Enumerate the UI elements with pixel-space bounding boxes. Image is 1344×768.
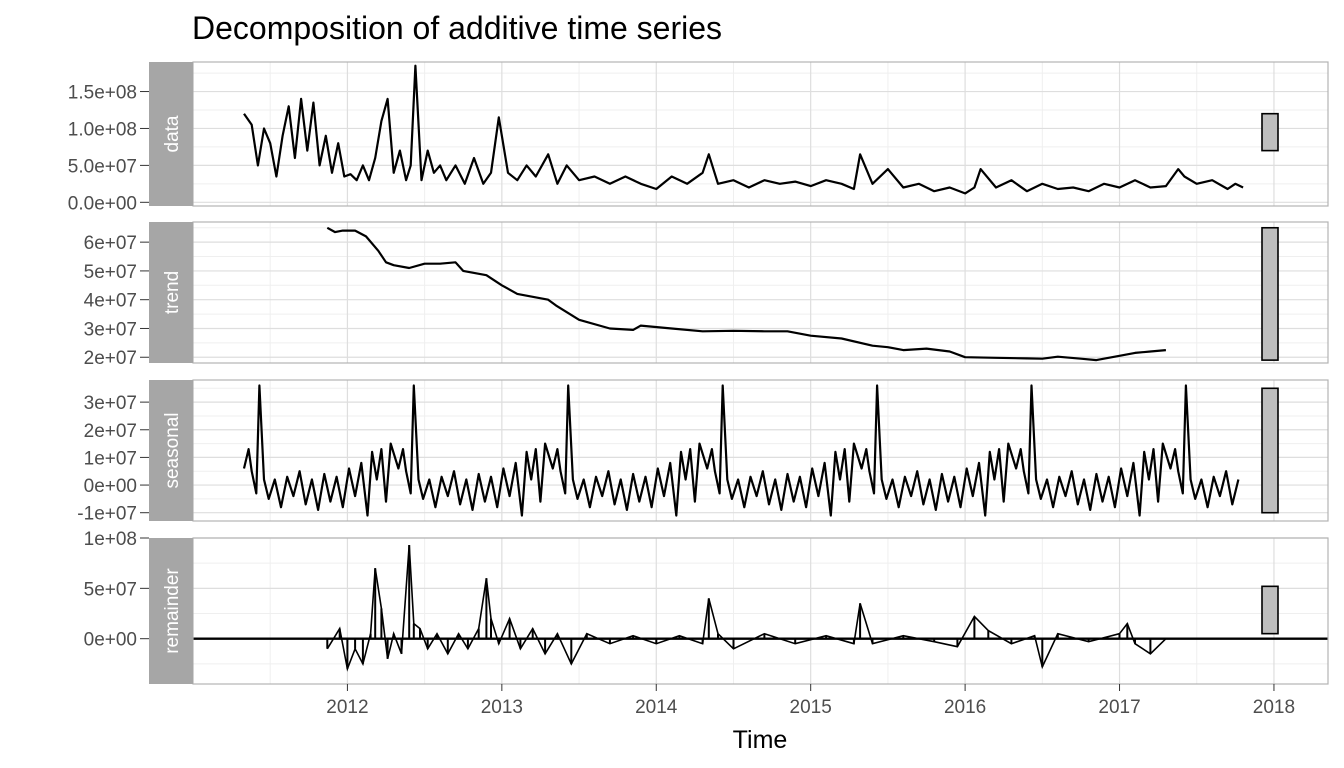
- chart-title: Decomposition of additive time series: [192, 10, 722, 46]
- x-tick-label: 2012: [326, 697, 368, 718]
- y-tick-label: 1.0e+08: [68, 119, 137, 140]
- panel-background: [193, 62, 1328, 206]
- panel-trend: 2e+07 3e+07 4e+07 5e+07 6e+07 trend: [84, 221, 1329, 369]
- y-tick-label: 1.5e+08: [68, 83, 137, 104]
- y-tick-label: 0.0e+00: [68, 193, 137, 214]
- remainder-line: [326, 544, 1167, 672]
- panel-data: 0.0e+00 5.0e+07 1.0e+08 1.5e+08 data: [68, 61, 1329, 214]
- x-axis-title: Time: [733, 726, 788, 754]
- x-tick-label: 2017: [1098, 697, 1140, 718]
- strip-remainder: [149, 538, 193, 684]
- y-tick-label: 3e+07: [84, 319, 137, 340]
- y-tick-label: 1e+08: [84, 529, 137, 550]
- x-tick-label: 2015: [790, 697, 832, 718]
- data-line: [243, 64, 1244, 195]
- strip-label-trend: trend: [162, 271, 183, 314]
- panel-remainder: 0e+00 5e+07 1e+08 remainder: [84, 529, 1329, 685]
- y-tick-label: 5.0e+07: [68, 156, 137, 177]
- x-axis: 2012 2013 2014 2015 2016 2017 2018: [326, 684, 1295, 718]
- y-tick-label: 0e+00: [84, 476, 137, 497]
- y-tick-label: 5e+07: [84, 579, 137, 600]
- y-tick-label: 4e+07: [84, 291, 137, 312]
- y-tick-label: 5e+07: [84, 262, 137, 283]
- remainder-bars: [326, 545, 1152, 669]
- x-tick-label: 2013: [481, 697, 523, 718]
- range-bar: [1261, 387, 1279, 514]
- strip-label-data: data: [162, 115, 183, 152]
- strip-label-seasonal: seasonal: [162, 412, 183, 488]
- strip-label-remainder: remainder: [162, 568, 183, 654]
- x-tick-label: 2018: [1253, 697, 1295, 718]
- panel-background: [193, 222, 1328, 363]
- range-bar: [1261, 112, 1279, 152]
- x-tick-label: 2016: [944, 697, 986, 718]
- trend-line: [326, 226, 1166, 362]
- panel-seasonal: -1e+07 0e+00 1e+07 2e+07 3e+07 seasonal: [77, 379, 1329, 525]
- y-tick-label: 3e+07: [84, 393, 137, 414]
- y-tick-label: 6e+07: [84, 233, 137, 254]
- y-tick-label: 2e+07: [84, 348, 137, 369]
- y-tick-label: 2e+07: [84, 421, 137, 442]
- strip-seasonal: [149, 380, 193, 521]
- panels-group: 0.0e+00 5.0e+07 1.0e+08 1.5e+08 data 2e+07 3e+…: [68, 61, 1329, 685]
- strip-trend: [149, 222, 193, 363]
- range-bar: [1261, 226, 1279, 361]
- strip-data: [149, 62, 193, 206]
- y-tick-label: 1e+07: [84, 448, 137, 469]
- range-bar: [1261, 585, 1279, 635]
- y-tick-label: 0e+00: [84, 630, 137, 651]
- y-tick-label: -1e+07: [77, 504, 137, 525]
- seasonal-line: [242, 384, 1240, 517]
- x-tick-label: 2014: [635, 697, 678, 718]
